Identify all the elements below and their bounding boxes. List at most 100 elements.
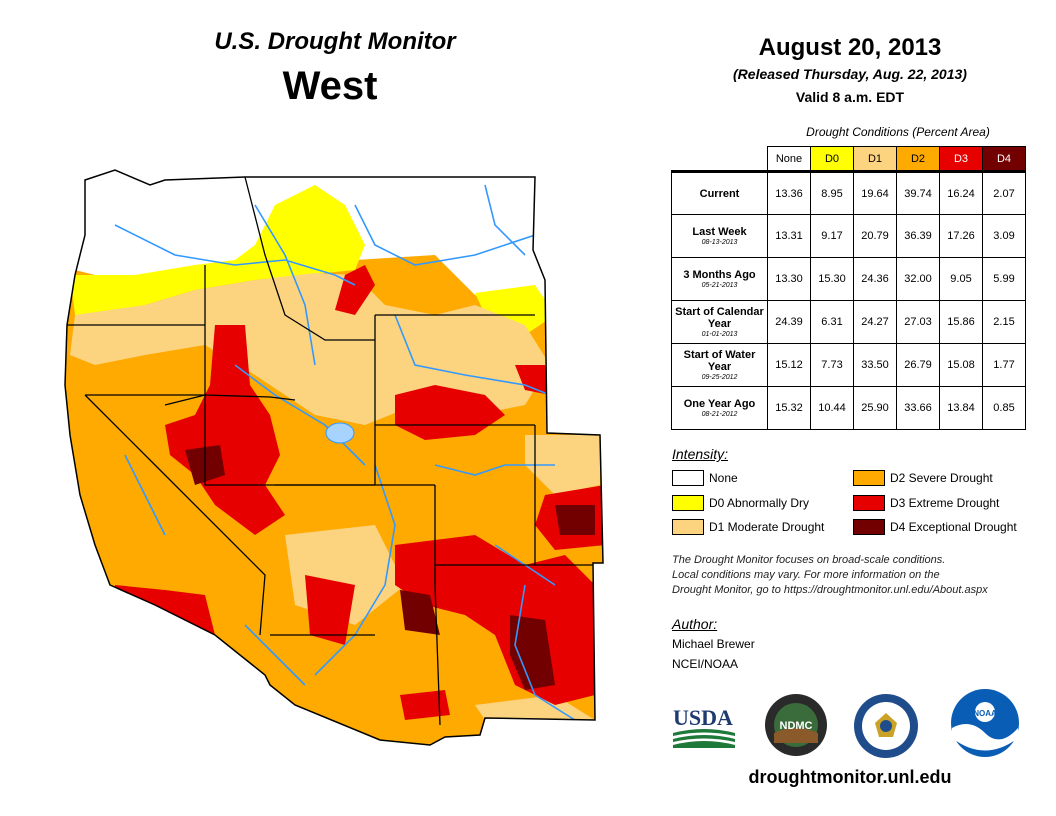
doc-seal-logo xyxy=(854,694,918,758)
drought-map xyxy=(64,169,604,746)
conditions-table: None D0 D1 D2 D3 D4 Current 13.36 8.95 1… xyxy=(671,146,1026,430)
cell: 15.86 xyxy=(939,300,983,344)
cell: 2.07 xyxy=(982,170,1026,215)
cell: 17.26 xyxy=(939,214,983,258)
usda-logo-text: USDA xyxy=(673,705,733,730)
legend-item-d4: D4 Exceptional Drought xyxy=(853,519,1017,535)
usda-logo: USDA xyxy=(673,705,735,748)
header-d2: D2 xyxy=(896,146,940,172)
legend-title: Intensity: xyxy=(672,446,729,462)
legend-label: None xyxy=(709,471,738,485)
header-d4: D4 xyxy=(982,146,1026,172)
disclaimer-line: Drought Monitor, go to https://droughtmo… xyxy=(672,584,988,596)
legend-swatch xyxy=(853,519,885,535)
noaa-logo-text: NOAA xyxy=(973,709,997,718)
row-label: Last Week xyxy=(692,225,747,238)
website-link[interactable]: droughtmonitor.unl.edu xyxy=(748,767,952,787)
noaa-logo: NOAA xyxy=(951,689,1019,757)
cell: 27.03 xyxy=(896,300,940,344)
cell: 19.64 xyxy=(853,170,897,215)
row-date: 05-21-2013 xyxy=(701,281,738,289)
row-date: 08-21-2012 xyxy=(701,410,738,418)
table-row: 3 Months Ago 05-21-2013 13.30 15.30 24.36… xyxy=(671,257,1026,301)
author-org: NCEI/NOAA xyxy=(672,657,739,671)
disclaimer-line: The Drought Monitor focuses on broad-sca… xyxy=(672,554,946,566)
legend-label: D3 Extreme Drought xyxy=(890,496,1000,510)
cell: 15.30 xyxy=(810,257,854,301)
map-title: U.S. Drought Monitor xyxy=(214,28,456,55)
cell: 16.24 xyxy=(939,170,983,215)
cell: 3.09 xyxy=(982,214,1026,258)
cell: 10.44 xyxy=(810,386,854,430)
valid-time: Valid 8 a.m. EDT xyxy=(795,89,905,105)
conditions-table-title: Drought Conditions (Percent Area) xyxy=(806,125,990,139)
ndmc-logo: NDMC xyxy=(765,694,827,756)
cell: 8.95 xyxy=(810,170,854,215)
table-row: Current 13.36 8.95 19.64 39.74 16.24 2.0… xyxy=(671,170,1026,215)
cell: 39.74 xyxy=(896,170,940,215)
cell: 24.36 xyxy=(853,257,897,301)
header-none: None xyxy=(767,146,811,172)
cell: 25.90 xyxy=(853,386,897,430)
cell: 13.30 xyxy=(767,257,811,301)
cell: 13.84 xyxy=(939,386,983,430)
disclaimer: The Drought Monitor focuses on broad-sca… xyxy=(672,553,1042,598)
cell: 13.36 xyxy=(767,170,811,215)
cell: 15.08 xyxy=(939,343,983,387)
header-d3: D3 xyxy=(939,146,983,172)
cell: 20.79 xyxy=(853,214,897,258)
legend-item-d3: D3 Extreme Drought xyxy=(853,495,999,511)
legend-swatch xyxy=(853,470,885,486)
row-label: Start of Calendar Year xyxy=(675,305,764,330)
cell: 36.39 xyxy=(896,214,940,258)
legend-swatch xyxy=(672,519,704,535)
legend-label: D4 Exceptional Drought xyxy=(890,520,1017,534)
table-row: Start of Water Year 09-25-2012 15.12 7.73… xyxy=(671,343,1026,387)
map-date: August 20, 2013 xyxy=(758,34,942,61)
ndmc-logo-text: NDMC xyxy=(780,720,813,732)
cell: 1.77 xyxy=(982,343,1026,387)
legend-label: D2 Severe Drought xyxy=(890,471,993,485)
legend-item-d2: D2 Severe Drought xyxy=(853,470,993,486)
header-d0: D0 xyxy=(810,146,854,172)
cell: 24.27 xyxy=(853,300,897,344)
row-date: 01-01-2013 xyxy=(701,330,738,338)
cell: 15.32 xyxy=(767,386,811,430)
cell: 13.31 xyxy=(767,214,811,258)
cell: 0.85 xyxy=(982,386,1026,430)
cell: 24.39 xyxy=(767,300,811,344)
region-title: West xyxy=(282,64,378,108)
row-date: 08-13-2013 xyxy=(701,238,738,246)
legend-item-d1: D1 Moderate Drought xyxy=(672,519,824,535)
legend-swatch xyxy=(672,470,704,486)
row-label: Start of Water Year xyxy=(683,348,756,373)
table-row: Last Week 08-13-2013 13.31 9.17 20.79 36.… xyxy=(671,214,1026,258)
author-heading: Author: xyxy=(672,616,718,632)
author-name: Michael Brewer xyxy=(672,637,755,651)
row-label: One Year Ago xyxy=(683,397,756,410)
cell: 9.05 xyxy=(939,257,983,301)
row-label: 3 Months Ago xyxy=(683,268,756,281)
release-date: (Released Thursday, Aug. 22, 2013) xyxy=(733,66,967,82)
legend-item-none: None xyxy=(672,470,738,486)
legend-label: D0 Abnormally Dry xyxy=(709,496,810,510)
disclaimer-line: Local conditions may vary. For more info… xyxy=(672,569,940,581)
legend-swatch xyxy=(672,495,704,511)
legend-item-d0: D0 Abnormally Dry xyxy=(672,495,809,511)
cell: 2.15 xyxy=(982,300,1026,344)
cell: 6.31 xyxy=(810,300,854,344)
row-label: Current xyxy=(699,187,740,200)
cell: 32.00 xyxy=(896,257,940,301)
cell: 15.12 xyxy=(767,343,811,387)
table-row: One Year Ago 08-21-2012 15.32 10.44 25.90… xyxy=(671,386,1026,430)
cell: 33.50 xyxy=(853,343,897,387)
header-d1: D1 xyxy=(853,146,897,172)
legend-swatch xyxy=(853,495,885,511)
cell: 7.73 xyxy=(810,343,854,387)
cell: 9.17 xyxy=(810,214,854,258)
row-date: 09-25-2012 xyxy=(701,373,738,381)
cell: 26.79 xyxy=(896,343,940,387)
cell: 5.99 xyxy=(982,257,1026,301)
table-row: Start of Calendar Year 01-01-2013 24.39 6… xyxy=(671,300,1026,344)
legend-label: D1 Moderate Drought xyxy=(709,520,825,534)
